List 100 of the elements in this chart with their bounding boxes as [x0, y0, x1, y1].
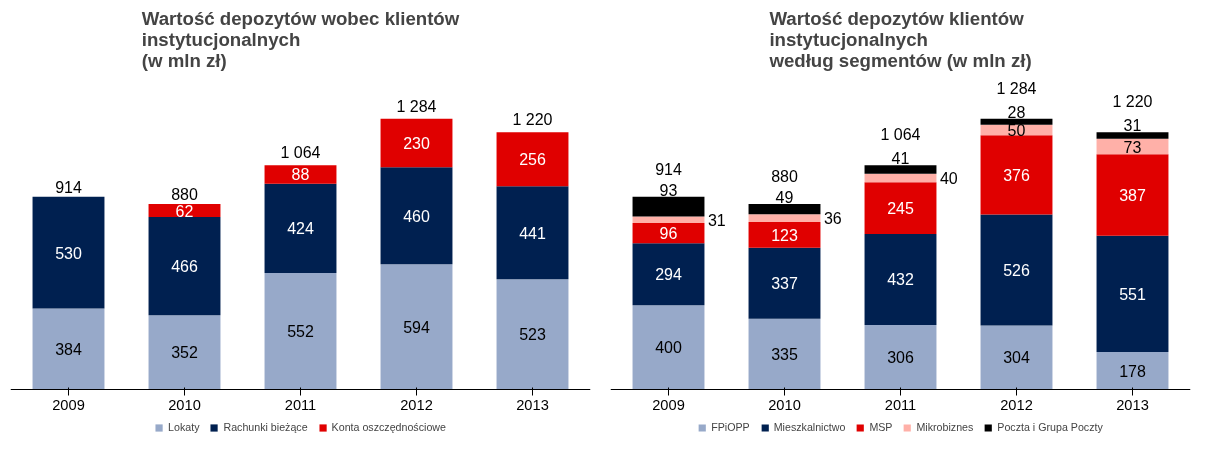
bar [864, 173, 937, 183]
bar [1096, 235, 1169, 352]
bar [748, 221, 821, 248]
x-tick-label: 2010 [768, 397, 801, 414]
legend-label: MSP [869, 421, 893, 433]
bar [748, 247, 821, 319]
data-label: 466 [171, 258, 198, 276]
bar [864, 233, 937, 325]
bar [496, 132, 569, 187]
data-label: 335 [771, 346, 798, 364]
total-label: 880 [771, 167, 798, 185]
chart-title: Wartość depozytów wobec klientów instytucjonalnych (w mln zł) [141, 7, 460, 71]
data-label: 123 [771, 226, 798, 244]
x-tick-label: 2011 [284, 397, 317, 414]
bar [748, 203, 821, 215]
data-label: 352 [171, 344, 198, 362]
total-label: 1 284 [396, 97, 437, 115]
x-tick-label: 2010 [168, 397, 201, 414]
bar [864, 165, 937, 174]
bar [632, 243, 705, 306]
legend-label: Rachunki bieżące [223, 421, 308, 433]
data-label: 337 [771, 275, 798, 293]
bar [864, 324, 937, 390]
data-label: 73 [1123, 138, 1142, 156]
data-label: 50 [1007, 121, 1026, 139]
legend-label: Konta oszczędnościowe [331, 421, 446, 433]
bar [148, 315, 221, 390]
data-label: 49 [775, 189, 794, 207]
data-label: 40 [939, 170, 958, 188]
chart-title: Wartość depozytów klientów instytucjonalnych według segmentów (w mln zł) [768, 7, 1032, 71]
x-tick-label: 2009 [652, 397, 685, 414]
data-label: 530 [55, 244, 82, 262]
data-label: 441 [519, 224, 546, 242]
data-label: 31 [1123, 117, 1142, 135]
legend-label: Lokaty [168, 421, 200, 433]
data-label: 376 [1003, 166, 1030, 184]
x-tick-label: 2013 [1116, 397, 1149, 414]
total-label: 1 064 [280, 144, 321, 162]
bar [32, 308, 105, 390]
bar [32, 196, 105, 309]
bar [380, 167, 453, 265]
data-label: 432 [887, 271, 914, 289]
total-label: 914 [55, 178, 82, 196]
data-label: 594 [403, 318, 430, 336]
bar [632, 196, 705, 217]
bar [148, 217, 221, 316]
data-label: 424 [287, 220, 314, 238]
bar [264, 165, 337, 184]
data-label: 384 [55, 341, 82, 359]
legend-label: Mieszkalnictwo [773, 421, 846, 433]
x-tick-label: 2013 [516, 397, 549, 414]
x-tick-label: 2012 [400, 397, 433, 414]
bar [380, 264, 453, 390]
bar [980, 214, 1053, 326]
legend-label: Poczta i Grupa Poczty [997, 421, 1103, 433]
data-label: 304 [1003, 349, 1030, 367]
x-tick-label: 2011 [884, 397, 917, 414]
data-label: 256 [519, 151, 546, 169]
total-label: 1 064 [880, 126, 921, 144]
data-label: 62 [175, 202, 194, 220]
data-label: 526 [1003, 261, 1030, 279]
data-label: 230 [403, 135, 430, 153]
legend-label: FPiOPP [711, 421, 750, 433]
data-label: 88 [291, 166, 310, 184]
bar [748, 214, 821, 222]
total-label: 880 [171, 185, 198, 203]
data-label: 41 [891, 150, 910, 168]
bar [496, 279, 569, 390]
bar [1096, 154, 1169, 236]
data-label: 400 [655, 339, 682, 357]
bar [496, 186, 569, 280]
bar [1096, 132, 1169, 139]
data-label: 552 [287, 323, 314, 341]
bar [980, 118, 1053, 125]
bar [864, 182, 937, 234]
bar [1096, 351, 1169, 390]
data-label: 31 [707, 211, 726, 229]
x-tick-label: 2009 [52, 397, 85, 414]
total-label: 1 220 [1112, 93, 1153, 111]
data-label: 178 [1119, 362, 1146, 380]
data-label: 523 [519, 326, 546, 344]
data-label: 306 [887, 349, 914, 367]
data-label: 36 [823, 210, 842, 228]
bar [632, 216, 705, 223]
data-label: 294 [655, 266, 682, 284]
total-label: 1 220 [512, 111, 553, 129]
bar [980, 135, 1053, 215]
data-label: 551 [1119, 285, 1146, 303]
legend-label: Mikrobiznes [916, 421, 974, 433]
data-label: 96 [659, 225, 678, 243]
bar [264, 273, 337, 390]
data-label: 460 [403, 207, 430, 225]
data-label: 28 [1007, 103, 1026, 121]
bar [748, 318, 821, 390]
bar [980, 325, 1053, 390]
data-label: 387 [1119, 187, 1146, 205]
total-label: 1 284 [996, 79, 1037, 97]
data-label: 93 [659, 181, 678, 199]
bar [632, 305, 705, 390]
data-label: 245 [887, 200, 914, 218]
